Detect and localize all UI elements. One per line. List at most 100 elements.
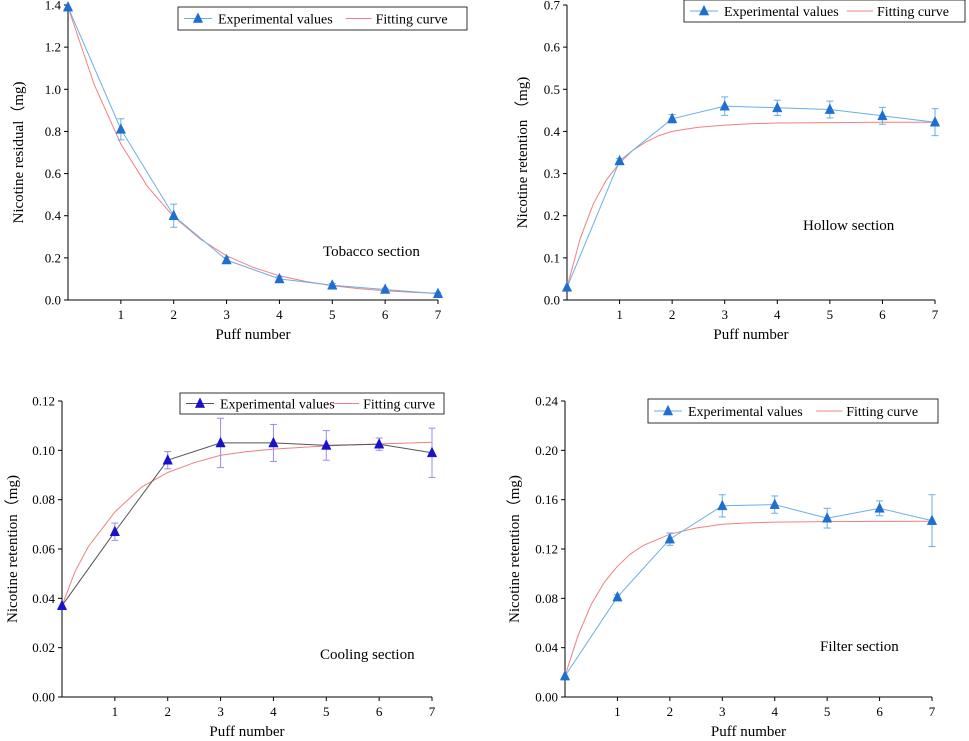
legend-fitting-label: Fitting curve bbox=[363, 398, 435, 413]
y-tick-label: 0.5 bbox=[544, 82, 560, 97]
y-tick-label: 0.04 bbox=[32, 591, 55, 606]
data-point-marker bbox=[929, 116, 941, 127]
data-point-marker bbox=[877, 109, 888, 121]
data-point-marker bbox=[215, 436, 226, 448]
data-point-marker bbox=[561, 281, 573, 292]
y-axis-title: Nicotine retention（mg) bbox=[506, 475, 523, 623]
legend-box bbox=[177, 6, 468, 31]
y-tick-label: 1.4 bbox=[45, 0, 62, 13]
x-axis-title: Puff number bbox=[713, 327, 788, 343]
data-point-marker bbox=[62, 0, 74, 12]
data-point-marker bbox=[115, 123, 126, 134]
x-tick-label: 6 bbox=[876, 704, 883, 719]
data-point-marker bbox=[168, 209, 179, 221]
y-tick-label: 0.4 bbox=[45, 208, 62, 223]
x-tick-label: 2 bbox=[667, 704, 674, 719]
y-tick-label: 0.02 bbox=[32, 640, 55, 655]
fitting-curve-line bbox=[566, 121, 935, 288]
x-tick-label: 5 bbox=[329, 307, 336, 322]
y-tick-label: 0.1 bbox=[544, 250, 560, 265]
y-tick-label: 0.10 bbox=[32, 443, 55, 458]
y-tick-label: 0.08 bbox=[32, 492, 55, 507]
legend-experimental-marker bbox=[194, 397, 206, 408]
y-tick-label: 0.04 bbox=[535, 640, 558, 655]
data-point-marker bbox=[274, 272, 285, 284]
x-tick-label: 7 bbox=[429, 704, 436, 719]
data-point-marker bbox=[327, 279, 338, 290]
legend-box bbox=[683, 0, 966, 23]
x-tick-label: 1 bbox=[112, 704, 119, 719]
data-point-marker bbox=[380, 283, 391, 294]
chart-panel-2: 0.0 0.1 0.2 0.3 0.4 0.5 0.6 0.7 1 2 3 4 5 6 7 Puff numb… bbox=[514, 0, 966, 343]
section-annotation: Cooling section bbox=[320, 647, 415, 663]
experimental-values-line bbox=[61, 442, 433, 606]
experimental-values-line bbox=[564, 504, 933, 677]
y-tick-label: 0.6 bbox=[544, 40, 561, 55]
y-tick-label: 0.0 bbox=[544, 293, 560, 308]
legend-experimental-marker bbox=[698, 4, 710, 16]
x-tick-label: 7 bbox=[932, 307, 939, 322]
data-point-marker bbox=[162, 454, 173, 465]
legend: Experimental values Fitting curve bbox=[177, 6, 468, 31]
x-tick-label: 3 bbox=[223, 307, 230, 322]
data-point-marker bbox=[268, 436, 279, 448]
x-tick-label: 1 bbox=[616, 307, 623, 322]
x-tick-label: 7 bbox=[435, 307, 442, 322]
x-tick-label: 6 bbox=[376, 704, 383, 719]
section-annotation: Tobacco section bbox=[323, 244, 420, 260]
data-point-marker bbox=[612, 590, 623, 602]
legend-experimental-label: Experimental values bbox=[724, 5, 839, 20]
y-tick-label: 1.2 bbox=[45, 40, 61, 55]
x-tick-label: 5 bbox=[827, 307, 834, 322]
x-tick-label: 4 bbox=[771, 704, 778, 719]
y-axis-title: Nicotine residual（mg) bbox=[10, 81, 27, 223]
legend-fitting-label: Fitting curve bbox=[877, 5, 949, 20]
x-tick-label: 5 bbox=[824, 704, 831, 719]
y-tick-label: 1.0 bbox=[45, 82, 61, 97]
y-tick-label: 0.08 bbox=[535, 591, 558, 606]
y-tick-label: 0.4 bbox=[544, 124, 561, 139]
y-tick-label: 0.2 bbox=[544, 208, 560, 223]
y-tick-label: 0.00 bbox=[535, 690, 558, 705]
experimental-values-line bbox=[67, 6, 439, 295]
x-tick-label: 7 bbox=[929, 704, 936, 719]
x-tick-label: 4 bbox=[270, 704, 277, 719]
data-point-marker bbox=[426, 446, 438, 458]
data-point-marker bbox=[822, 512, 833, 523]
x-tick-label: 4 bbox=[774, 307, 781, 322]
data-point-marker bbox=[717, 499, 728, 511]
y-tick-label: 0.00 bbox=[32, 690, 55, 705]
x-tick-label: 1 bbox=[118, 307, 125, 322]
data-point-marker bbox=[56, 599, 68, 611]
x-axis-title: Puff number bbox=[215, 327, 290, 343]
y-tick-label: 0.2 bbox=[45, 250, 61, 265]
data-point-marker bbox=[772, 101, 783, 113]
data-point-marker bbox=[664, 532, 675, 544]
data-point-marker bbox=[221, 253, 232, 265]
legend: Experimental values Fitting curve bbox=[179, 392, 445, 415]
fitting-curve-line bbox=[67, 6, 439, 294]
legend-fitting-label: Fitting curve bbox=[376, 13, 448, 28]
x-tick-label: 2 bbox=[669, 307, 676, 322]
y-tick-label: 0.16 bbox=[535, 492, 558, 507]
y-tick-label: 0.12 bbox=[535, 542, 558, 557]
legend-experimental-marker bbox=[192, 12, 204, 23]
x-axis-title: Puff number bbox=[209, 724, 284, 736]
data-point-marker bbox=[109, 525, 120, 537]
data-point-marker bbox=[321, 439, 332, 450]
legend-box bbox=[179, 392, 445, 415]
x-axis-title: Puff number bbox=[711, 724, 786, 736]
y-tick-label: 0.7 bbox=[544, 0, 561, 13]
data-point-marker bbox=[874, 502, 885, 513]
section-annotation: Filter section bbox=[820, 639, 899, 655]
legend-box bbox=[647, 398, 939, 424]
legend-fitting-label: Fitting curve bbox=[846, 405, 918, 420]
section-annotation: Hollow section bbox=[803, 218, 895, 234]
x-tick-label: 3 bbox=[217, 704, 224, 719]
legend-experimental-label: Experimental values bbox=[688, 405, 803, 420]
x-tick-label: 2 bbox=[164, 704, 171, 719]
data-point-marker bbox=[559, 669, 571, 681]
x-tick-label: 2 bbox=[170, 307, 177, 322]
y-tick-label: 0.20 bbox=[535, 443, 558, 458]
